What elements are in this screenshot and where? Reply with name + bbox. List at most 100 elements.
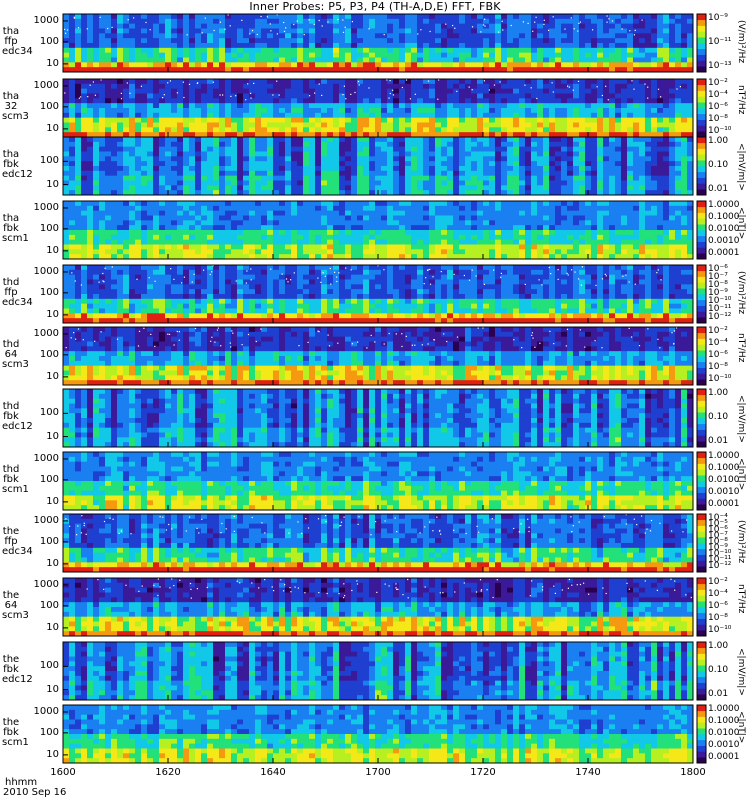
heatmap-cell: [189, 137, 196, 143]
heatmap-cell: [207, 52, 214, 58]
heatmap-cell: [225, 230, 232, 236]
heatmap-cell: [273, 180, 280, 186]
heatmap-cell: [567, 137, 574, 143]
heatmap-cell: [363, 103, 370, 109]
heatmap-cell: [561, 180, 568, 186]
heatmap-cell: [669, 185, 676, 191]
heatmap-cell: [537, 230, 544, 236]
heatmap-cell: [507, 161, 514, 167]
heatmap-cell: [687, 67, 694, 73]
heatmap-cell: [423, 14, 430, 20]
heatmap-cell: [321, 98, 328, 104]
heatmap-cell: [477, 18, 484, 25]
empty-bin: [480, 31, 482, 33]
heatmap-cell: [669, 33, 676, 39]
heatmap-cell: [255, 132, 262, 138]
heatmap-cell: [411, 254, 418, 260]
colorbar-segment: [697, 66, 706, 73]
heatmap-cell: [537, 79, 544, 85]
heatmap-cell: [363, 28, 370, 34]
heatmap-cell: [165, 161, 172, 167]
heatmap-cell: [159, 122, 166, 128]
heatmap-cell: [585, 156, 592, 162]
heatmap-cell: [219, 239, 226, 245]
heatmap-cell: [111, 33, 118, 39]
heatmap-cell: [201, 185, 208, 191]
heatmap-cell: [603, 132, 610, 138]
heatmap-cell: [387, 47, 394, 54]
heatmap-cell: [681, 151, 688, 157]
heatmap-cell: [237, 249, 244, 255]
heatmap-cell: [69, 14, 76, 20]
heatmap-cell: [603, 166, 610, 172]
heatmap-cell: [261, 156, 268, 162]
heatmap-cell: [237, 117, 244, 123]
heatmap-cell: [603, 151, 610, 157]
empty-bin: [64, 28, 66, 30]
heatmap-cell: [555, 83, 562, 90]
heatmap-cell: [459, 215, 466, 221]
heatmap-cell: [357, 190, 364, 196]
heatmap-cell: [459, 249, 466, 255]
heatmap-cell: [453, 122, 460, 128]
colorbar-segment: [697, 189, 706, 196]
heatmap-cell: [435, 220, 442, 226]
heatmap-cell: [327, 23, 334, 29]
heatmap-cell: [147, 175, 154, 181]
heatmap-cell: [609, 122, 616, 128]
heatmap-cell: [111, 249, 118, 255]
heatmap-cell: [573, 161, 580, 167]
heatmap-cell: [105, 79, 112, 85]
heatmap-cell: [687, 103, 694, 109]
heatmap-cell: [645, 175, 652, 181]
heatmap-cell: [495, 175, 502, 181]
heatmap-cell: [411, 215, 418, 221]
heatmap-cell: [501, 112, 508, 119]
heatmap-cell: [381, 33, 388, 39]
heatmap-cell: [237, 98, 244, 104]
heatmap-cell: [645, 98, 652, 104]
heatmap-cell: [141, 225, 148, 231]
heatmap-cell: [99, 88, 106, 94]
heatmap-cell: [255, 112, 262, 119]
heatmap-cell: [117, 108, 124, 114]
heatmap-cell: [399, 79, 406, 85]
heatmap-cell: [387, 28, 394, 34]
heatmap-cell: [117, 103, 124, 109]
heatmap-cell: [651, 112, 658, 119]
heatmap-cell: [453, 201, 460, 207]
heatmap-cell: [393, 52, 400, 58]
empty-bin: [314, 92, 316, 94]
heatmap-cell: [327, 83, 334, 90]
heatmap-cell: [531, 79, 538, 85]
heatmap-cell: [333, 244, 340, 250]
heatmap-cell: [681, 127, 688, 133]
heatmap-cell: [687, 156, 694, 162]
heatmap-cell: [447, 185, 454, 191]
heatmap-cell: [519, 112, 526, 119]
heatmap-cell: [381, 205, 388, 212]
heatmap-cell: [225, 146, 232, 152]
heatmap-cell: [567, 33, 574, 39]
heatmap-cell: [555, 175, 562, 181]
heatmap-cell: [447, 175, 454, 181]
heatmap-cell: [633, 67, 640, 73]
heatmap-cell: [627, 18, 634, 25]
heatmap-cell: [135, 230, 142, 236]
heatmap-cell: [201, 151, 208, 157]
heatmap-cell: [429, 62, 436, 68]
heatmap-cell: [171, 127, 178, 133]
heatmap-cell: [513, 190, 520, 196]
heatmap-cell: [615, 151, 622, 157]
heatmap-cell: [381, 166, 388, 172]
heatmap-cell: [75, 151, 82, 157]
heatmap-cell: [327, 79, 334, 85]
heatmap-cell: [447, 170, 454, 177]
heatmap-cell: [501, 33, 508, 39]
heatmap-cell: [447, 230, 454, 236]
heatmap-cell: [129, 38, 136, 44]
heatmap-cell: [279, 112, 286, 119]
heatmap-cell: [201, 244, 208, 250]
heatmap-cell: [255, 33, 262, 39]
heatmap-cell: [483, 151, 490, 157]
